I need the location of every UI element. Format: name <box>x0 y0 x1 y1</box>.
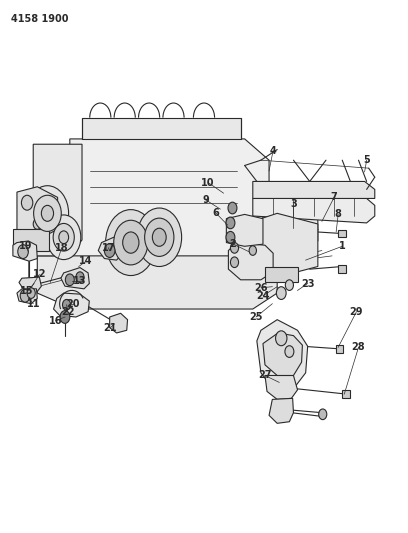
Text: 19: 19 <box>19 241 33 251</box>
Text: 21: 21 <box>104 322 117 333</box>
Text: 26: 26 <box>254 283 268 293</box>
Text: 12: 12 <box>33 270 46 279</box>
Text: 29: 29 <box>350 306 363 317</box>
Circle shape <box>27 288 35 298</box>
Text: 20: 20 <box>67 298 80 309</box>
Text: 17: 17 <box>102 243 115 253</box>
Text: 1: 1 <box>339 241 346 251</box>
Text: 4: 4 <box>270 146 277 156</box>
Circle shape <box>285 346 294 358</box>
Circle shape <box>76 272 84 282</box>
Polygon shape <box>257 320 308 389</box>
Polygon shape <box>37 256 277 309</box>
Text: 28: 28 <box>352 342 365 352</box>
Circle shape <box>226 217 235 229</box>
Circle shape <box>41 205 53 221</box>
Text: 22: 22 <box>61 306 75 317</box>
Polygon shape <box>245 213 318 277</box>
Text: 10: 10 <box>201 177 215 188</box>
Circle shape <box>22 195 33 210</box>
Circle shape <box>123 232 139 253</box>
Circle shape <box>33 219 41 229</box>
Text: 13: 13 <box>73 277 87 286</box>
Text: 9: 9 <box>203 195 209 205</box>
Polygon shape <box>263 214 318 243</box>
Text: 5: 5 <box>363 155 370 165</box>
Circle shape <box>249 246 257 255</box>
Text: 8: 8 <box>335 209 341 220</box>
Polygon shape <box>269 398 293 423</box>
Text: 2: 2 <box>229 239 236 248</box>
Polygon shape <box>19 277 41 292</box>
Circle shape <box>137 208 182 266</box>
Circle shape <box>285 280 293 290</box>
Text: 7: 7 <box>331 192 337 203</box>
Text: 16: 16 <box>49 316 62 326</box>
Polygon shape <box>33 144 82 256</box>
Circle shape <box>59 231 69 244</box>
Polygon shape <box>82 118 241 139</box>
Bar <box>336 345 344 353</box>
Circle shape <box>275 331 287 346</box>
Polygon shape <box>17 187 58 240</box>
Circle shape <box>60 311 70 324</box>
Circle shape <box>226 231 235 243</box>
Polygon shape <box>228 243 273 280</box>
Circle shape <box>38 207 48 220</box>
Circle shape <box>114 220 148 265</box>
Text: 14: 14 <box>79 256 93 266</box>
Circle shape <box>53 223 74 251</box>
Polygon shape <box>17 289 37 304</box>
Circle shape <box>276 287 286 300</box>
Circle shape <box>152 228 166 246</box>
Circle shape <box>228 202 237 214</box>
Text: 24: 24 <box>256 290 270 301</box>
Polygon shape <box>253 198 375 223</box>
Circle shape <box>106 209 156 276</box>
Circle shape <box>62 300 71 310</box>
Polygon shape <box>61 268 89 289</box>
Text: 6: 6 <box>213 208 220 219</box>
Circle shape <box>104 244 115 257</box>
Polygon shape <box>253 181 375 198</box>
Circle shape <box>231 243 239 253</box>
Polygon shape <box>265 375 297 399</box>
Circle shape <box>20 289 30 302</box>
Text: 15: 15 <box>20 286 34 296</box>
Text: 11: 11 <box>27 298 40 309</box>
Circle shape <box>26 185 69 241</box>
Circle shape <box>319 409 327 419</box>
Polygon shape <box>110 313 128 333</box>
Circle shape <box>144 218 174 256</box>
Polygon shape <box>263 333 302 375</box>
Polygon shape <box>13 229 49 251</box>
Polygon shape <box>265 266 297 282</box>
Polygon shape <box>13 241 37 261</box>
Circle shape <box>47 215 81 260</box>
Circle shape <box>65 274 74 286</box>
Bar <box>338 230 346 237</box>
Text: 25: 25 <box>249 312 263 322</box>
Polygon shape <box>98 237 123 260</box>
Text: 3: 3 <box>290 199 297 209</box>
Text: 18: 18 <box>55 243 69 253</box>
Text: 27: 27 <box>258 370 272 381</box>
Circle shape <box>33 195 61 231</box>
Circle shape <box>231 257 239 268</box>
Polygon shape <box>53 293 89 317</box>
Circle shape <box>18 245 28 259</box>
Text: 4158 1900: 4158 1900 <box>11 14 69 24</box>
Bar <box>338 265 346 273</box>
Text: 23: 23 <box>301 279 315 288</box>
Polygon shape <box>226 214 263 246</box>
Bar <box>342 390 350 398</box>
Polygon shape <box>70 139 269 282</box>
